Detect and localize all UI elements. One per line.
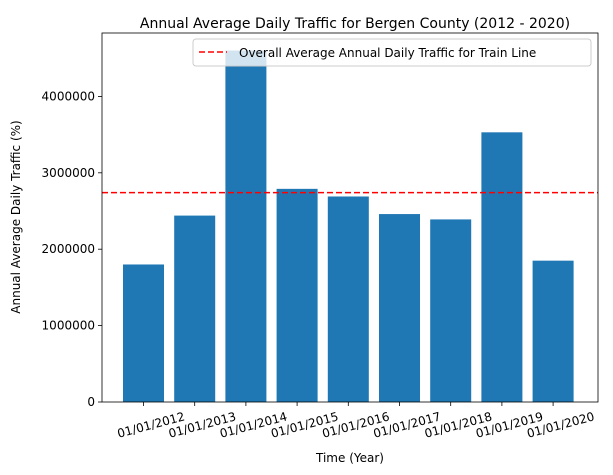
chart-title: Annual Average Daily Traffic for Bergen … xyxy=(140,16,570,32)
bars-group xyxy=(123,50,574,402)
y-tick-label: 0 xyxy=(87,395,95,409)
legend-label: Overall Average Annual Daily Traffic for… xyxy=(239,46,536,60)
bar-6 xyxy=(379,214,420,402)
bar-3 xyxy=(225,50,267,402)
legend: Overall Average Annual Daily Traffic for… xyxy=(192,38,592,67)
y-axis: 0 1000000 2000000 3000000 4000000 xyxy=(42,89,102,409)
plot-frame xyxy=(101,32,599,403)
bar-9 xyxy=(532,260,574,402)
y-tick-label: 2000000 xyxy=(42,242,95,256)
legend-box xyxy=(192,38,592,67)
x-axis-label: Time (Year) xyxy=(315,451,384,465)
y-tick-label: 3000000 xyxy=(42,166,95,180)
bar-4 xyxy=(276,188,318,402)
bar-2 xyxy=(174,215,216,402)
bar-8 xyxy=(481,132,523,402)
y-tick-label: 4000000 xyxy=(42,89,95,103)
y-axis-label: Annual Average Daily Traffic (%) xyxy=(9,120,23,313)
bar-5 xyxy=(327,196,369,402)
bar-1 xyxy=(123,264,164,402)
bar-7 xyxy=(430,219,472,402)
y-tick-label: 1000000 xyxy=(42,319,95,333)
